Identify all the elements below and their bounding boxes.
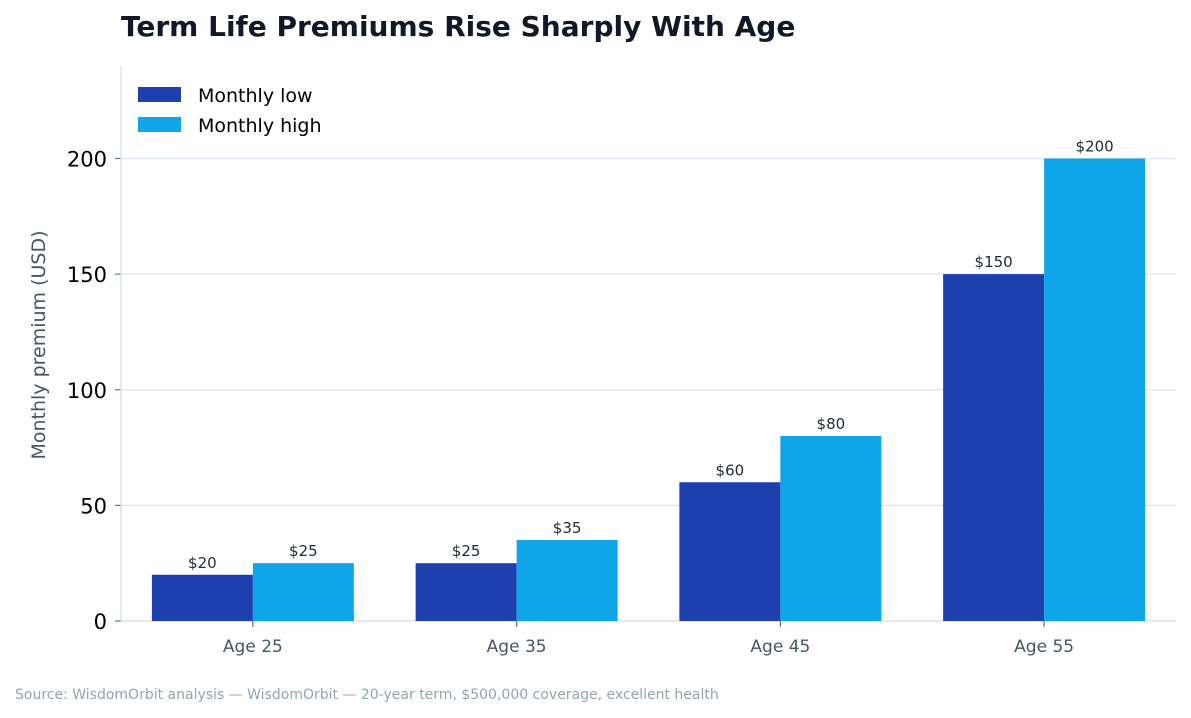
bar [516,540,618,621]
chart-title: Term Life Premiums Rise Sharply With Age [121,10,796,43]
bar [415,563,517,621]
bar-value-label: $60 [716,461,745,479]
legend-swatch [138,87,181,102]
source-note: Source: WisdomOrbit analysis — WisdomOrb… [15,687,719,703]
bar-value-label: $25 [452,542,481,560]
bars [151,158,1146,621]
legend-label: Monthly high [198,115,322,137]
x-tick-label: Age 45 [750,637,810,657]
legend: Monthly low Monthly high [138,85,322,137]
legend-swatch [138,117,181,132]
bar-value-label: $150 [975,253,1013,271]
bar-value-label: $20 [188,554,217,572]
y-tick-label: 100 [67,379,107,403]
bar [151,574,253,621]
bar-value-label: $200 [1076,138,1114,156]
x-tick-label: Age 55 [1014,637,1074,657]
bar [943,274,1045,621]
bar [780,436,882,621]
bar [1044,158,1146,621]
y-tick-label: 150 [67,263,107,287]
bar [252,563,354,621]
legend-label: Monthly low [198,85,313,107]
y-tick-label: 50 [80,494,107,518]
data-labels: $20 $25 $25 $35 $60 $80 $150 $200 [188,138,1114,572]
bar-value-label: $25 [289,542,318,560]
x-tick-label: Age 35 [487,637,547,657]
x-tick-label: Age 25 [223,637,283,657]
bar-value-label: $80 [817,415,846,433]
y-axis-title: Monthly premium (USD) [28,230,50,459]
bar-value-label: $35 [553,519,582,537]
y-tick-label: 0 [94,610,107,634]
bar [679,482,781,621]
axes: 0 50 100 150 200 Age 25 Age 35 Age 45 Age 55 [67,66,1176,657]
y-tick-label: 200 [67,148,107,172]
